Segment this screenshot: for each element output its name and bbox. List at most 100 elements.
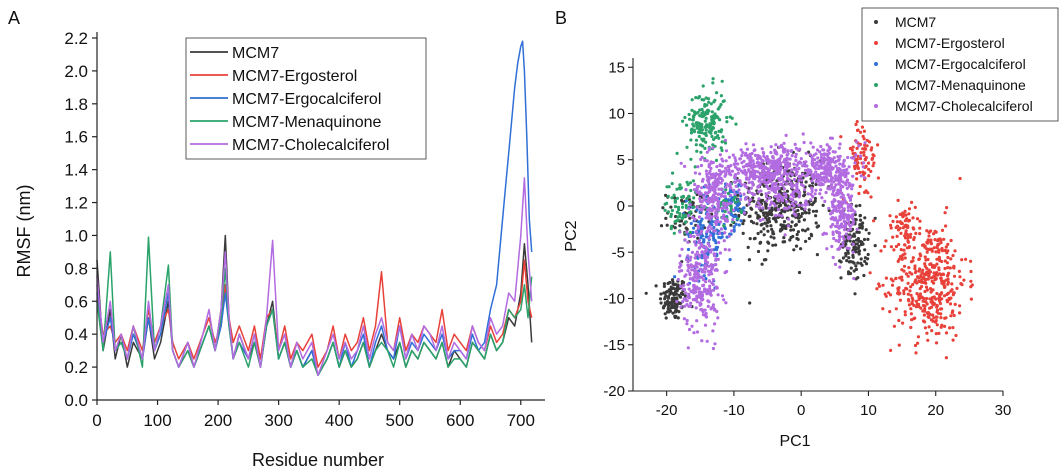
data-point [852, 247, 857, 251]
data-point [841, 244, 845, 248]
data-point [840, 202, 844, 206]
data-point [740, 161, 744, 165]
data-point [714, 222, 718, 227]
data-point [949, 296, 953, 300]
data-point [723, 141, 728, 145]
data-point [867, 174, 871, 178]
data-point [900, 268, 904, 272]
data-point [851, 145, 855, 149]
data-point [670, 182, 674, 186]
data-point [688, 230, 693, 234]
data-point [704, 311, 708, 316]
data-point [911, 226, 915, 230]
data-point [749, 165, 753, 170]
data-point [910, 296, 914, 300]
data-point [697, 290, 701, 294]
data-point [852, 239, 856, 243]
data-point [851, 222, 855, 226]
data-point [948, 302, 953, 306]
data-point [819, 176, 823, 180]
data-point [703, 264, 708, 268]
data-point [663, 208, 667, 212]
data-point [748, 214, 752, 218]
data-point [814, 166, 818, 171]
data-point [827, 206, 831, 210]
data-point [772, 236, 776, 240]
data-point [733, 176, 737, 180]
data-point [833, 262, 838, 266]
data-point [791, 193, 795, 197]
data-point [814, 170, 818, 174]
data-point [769, 172, 773, 176]
data-point [865, 144, 869, 148]
data-point [752, 149, 756, 153]
data-point [736, 193, 740, 197]
data-point [949, 289, 953, 293]
data-point [929, 262, 933, 266]
data-point [949, 257, 953, 261]
data-point [895, 220, 900, 224]
pca-axes: -20 -15 -10 -5 0 5 10 15 -20 -10 0 10 20 30 [603, 58, 1011, 419]
y-tick-label: 0.2 [64, 358, 88, 377]
data-point [802, 140, 806, 145]
data-point [773, 186, 778, 190]
data-point [921, 299, 925, 303]
data-point [896, 228, 901, 232]
data-point [930, 296, 935, 300]
data-point [800, 178, 804, 182]
data-point [768, 196, 772, 200]
data-point [846, 155, 850, 160]
data-point [780, 208, 784, 212]
data-point [731, 153, 735, 157]
data-point [725, 207, 729, 211]
data-point [797, 178, 801, 183]
data-point [903, 313, 907, 317]
data-point [776, 207, 781, 212]
data-point [713, 322, 717, 326]
data-point [906, 298, 911, 302]
data-point [687, 266, 691, 270]
data-point [796, 148, 800, 152]
data-point [944, 224, 948, 228]
data-point [692, 234, 696, 239]
data-point [935, 291, 939, 296]
data-point [705, 292, 709, 296]
data-point [783, 210, 787, 214]
data-point [849, 209, 854, 213]
data-point [722, 298, 726, 302]
data-point [901, 226, 905, 230]
data-point [697, 253, 701, 257]
data-point [738, 197, 743, 202]
data-point [797, 166, 801, 171]
data-point [858, 170, 862, 174]
data-point [792, 212, 796, 216]
data-point [687, 287, 691, 291]
data-point [907, 219, 911, 223]
data-point [887, 291, 891, 295]
data-point [663, 301, 668, 305]
data-point [684, 199, 688, 203]
data-point [782, 168, 787, 172]
data-point [765, 158, 769, 162]
data-point [760, 180, 764, 184]
data-point [906, 292, 910, 296]
data-point [789, 208, 793, 212]
data-point [704, 116, 708, 120]
data-point [689, 234, 693, 239]
data-point [785, 167, 789, 171]
data-point [735, 207, 739, 211]
x-tick-label: 200 [204, 411, 232, 430]
data-point [720, 294, 725, 298]
data-point [766, 160, 770, 164]
data-point [678, 212, 682, 216]
data-point [679, 263, 683, 267]
data-point [757, 197, 761, 201]
data-point [803, 211, 808, 215]
data-point [819, 152, 824, 157]
data-point [727, 234, 731, 238]
data-point [707, 279, 712, 283]
data-point [806, 192, 810, 196]
data-point [756, 216, 760, 220]
data-point [859, 151, 863, 155]
data-point [855, 177, 859, 181]
